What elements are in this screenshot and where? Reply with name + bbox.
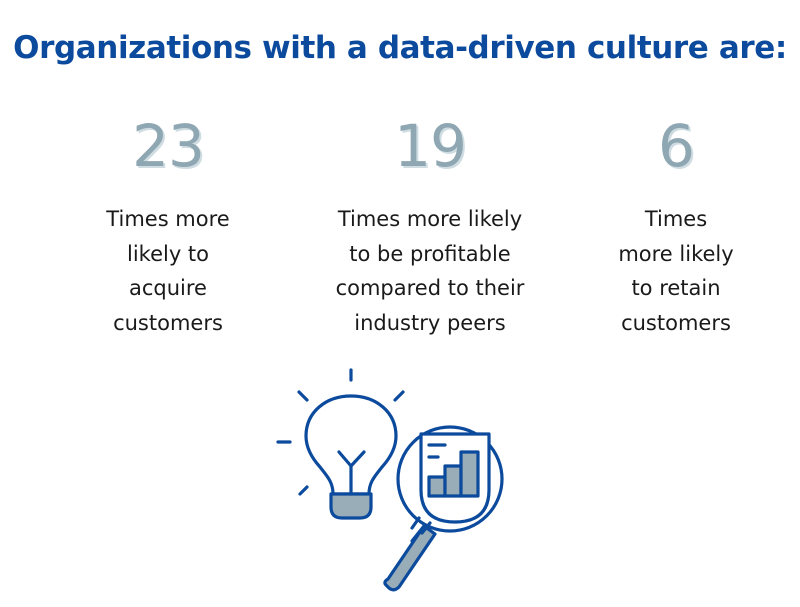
- page-title: Organizations with a data-driven culture…: [13, 30, 787, 66]
- stat-line: Times: [644, 207, 708, 231]
- stat-acquire-customers: 23 Times more likely to acquire customer…: [68, 108, 268, 340]
- data-insight-illustration: [260, 360, 520, 602]
- lightbulb-icon: [304, 394, 398, 520]
- bar-chart-document-icon: [419, 432, 491, 524]
- stat-line: to retain: [631, 276, 721, 300]
- stat-line: likely to: [126, 241, 210, 266]
- stat-line: more likely: [618, 241, 734, 266]
- stat-line: customers: [113, 310, 223, 335]
- stat-line: acquire: [129, 276, 207, 300]
- stat-line: customers: [621, 310, 731, 335]
- stat-description: Times more likely to retain customers: [576, 202, 776, 340]
- stat-description: Times more likely to acquire customers: [68, 202, 268, 340]
- stat-line: Times more: [106, 207, 230, 231]
- stat-number: 6: [658, 112, 695, 180]
- stat-line: Times more likely: [337, 207, 523, 231]
- light-rays-icon: [276, 368, 405, 496]
- stat-line: compared to their: [335, 276, 525, 300]
- stat-description: Times more likely to be profitable compa…: [300, 202, 560, 340]
- stat-number: 23: [132, 112, 205, 180]
- stat-profitable: 19 Times more likely to be profitable co…: [300, 108, 560, 340]
- magnifying-glass-icon: [383, 425, 504, 592]
- stat-line: to be profitable: [349, 241, 511, 266]
- stat-retain-customers: 6 Times more likely to retain customers: [576, 108, 776, 340]
- stat-number: 19: [394, 112, 467, 180]
- stat-line: industry peers: [354, 310, 506, 335]
